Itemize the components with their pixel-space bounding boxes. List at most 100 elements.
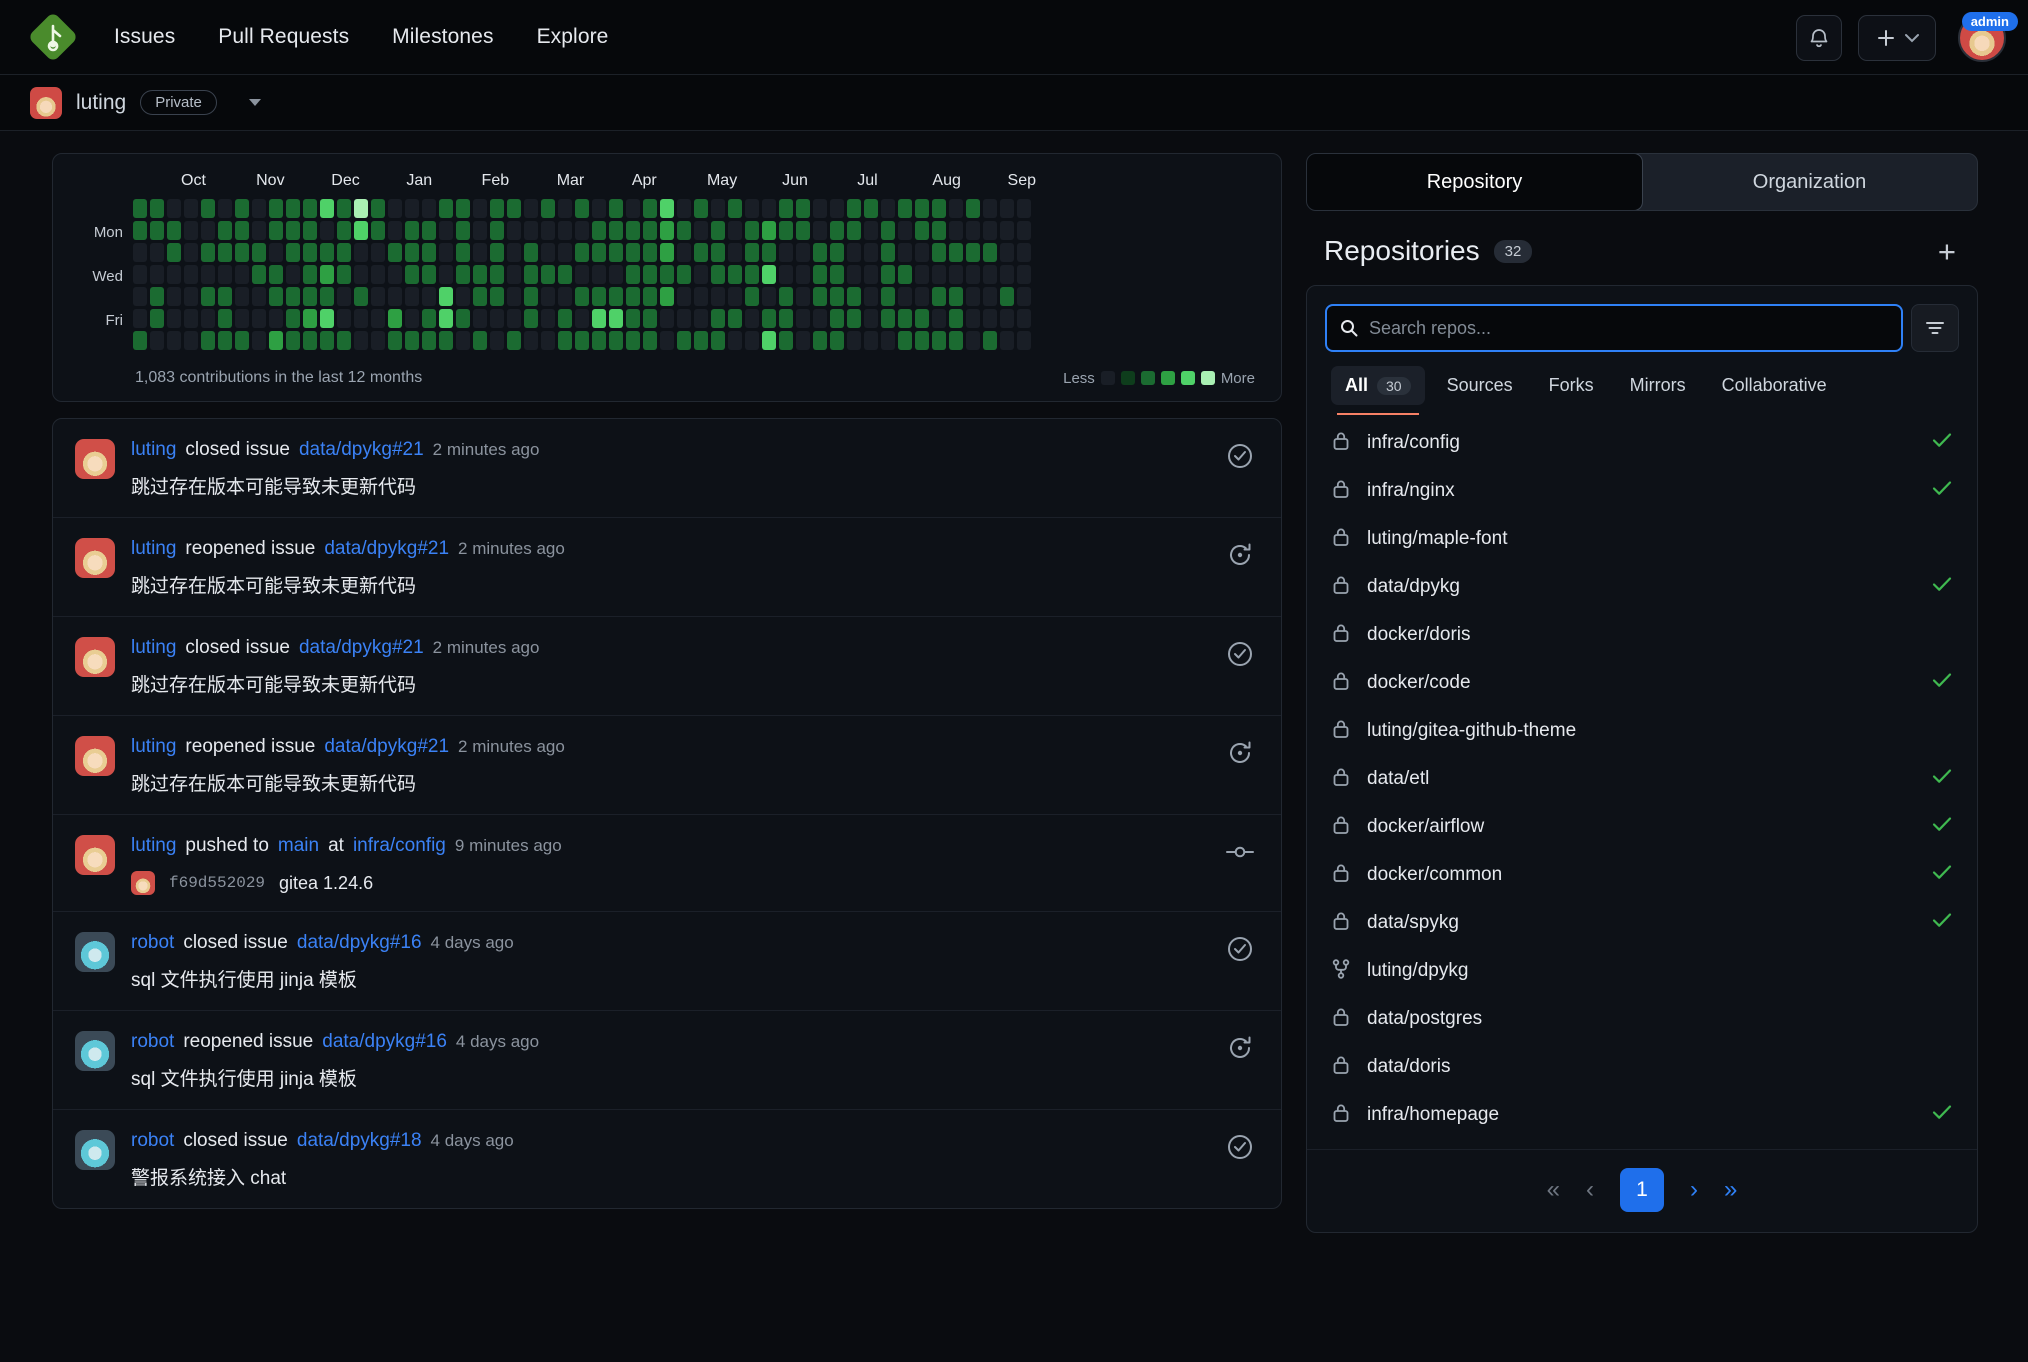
- heatmap-day-cell[interactable]: [1017, 243, 1031, 262]
- heatmap-day-cell[interactable]: [303, 265, 317, 284]
- heatmap-day-cell[interactable]: [473, 309, 487, 328]
- repo-filter-tab-mirrors[interactable]: Mirrors: [1616, 366, 1700, 405]
- heatmap-day-cell[interactable]: [609, 331, 623, 350]
- heatmap-day-cell[interactable]: [150, 221, 164, 240]
- heatmap-day-cell[interactable]: [762, 331, 776, 350]
- heatmap-day-cell[interactable]: [694, 265, 708, 284]
- heatmap-day-cell[interactable]: [269, 265, 283, 284]
- nav-link-milestones[interactable]: Milestones: [392, 25, 494, 48]
- heatmap-day-cell[interactable]: [898, 309, 912, 328]
- heatmap-day-cell[interactable]: [762, 309, 776, 328]
- heatmap-day-cell[interactable]: [966, 331, 980, 350]
- heatmap-day-cell[interactable]: [847, 199, 861, 218]
- heatmap-day-cell[interactable]: [575, 309, 589, 328]
- activity-branch-link[interactable]: main: [277, 835, 320, 856]
- heatmap-day-cell[interactable]: [643, 199, 657, 218]
- heatmap-day-cell[interactable]: [1000, 287, 1014, 306]
- heatmap-day-cell[interactable]: [813, 287, 827, 306]
- heatmap-day-cell[interactable]: [150, 331, 164, 350]
- heatmap-day-cell[interactable]: [167, 243, 181, 262]
- heatmap-day-cell[interactable]: [966, 243, 980, 262]
- heatmap-day-cell[interactable]: [524, 309, 538, 328]
- heatmap-day-cell[interactable]: [371, 199, 385, 218]
- heatmap-day-cell[interactable]: [864, 331, 878, 350]
- heatmap-day-cell[interactable]: [830, 199, 844, 218]
- heatmap-day-cell[interactable]: [660, 265, 674, 284]
- heatmap-day-cell[interactable]: [932, 199, 946, 218]
- heatmap-day-cell[interactable]: [609, 287, 623, 306]
- activity-user-link[interactable]: robot: [131, 1130, 175, 1151]
- heatmap-day-cell[interactable]: [388, 309, 402, 328]
- heatmap-day-cell[interactable]: [1000, 243, 1014, 262]
- repository-list-item[interactable]: docker/code: [1307, 659, 1977, 707]
- avatar[interactable]: [75, 439, 115, 479]
- heatmap-day-cell[interactable]: [490, 309, 504, 328]
- heatmap-day-cell[interactable]: [303, 221, 317, 240]
- heatmap-day-cell[interactable]: [524, 287, 538, 306]
- heatmap-day-cell[interactable]: [439, 331, 453, 350]
- heatmap-day-cell[interactable]: [218, 199, 232, 218]
- heatmap-day-cell[interactable]: [796, 331, 810, 350]
- heatmap-day-cell[interactable]: [915, 309, 929, 328]
- pagination-last[interactable]: »: [1724, 1176, 1738, 1203]
- heatmap-day-cell[interactable]: [473, 199, 487, 218]
- activity-issue-title[interactable]: 跳过存在版本可能导致未更新代码: [131, 576, 417, 597]
- repository-list-item[interactable]: docker/common: [1307, 851, 1977, 899]
- heatmap-day-cell[interactable]: [371, 331, 385, 350]
- heatmap-day-cell[interactable]: [286, 221, 300, 240]
- heatmap-day-cell[interactable]: [728, 199, 742, 218]
- heatmap-day-cell[interactable]: [558, 287, 572, 306]
- heatmap-day-cell[interactable]: [677, 265, 691, 284]
- heatmap-day-cell[interactable]: [694, 287, 708, 306]
- heatmap-day-cell[interactable]: [949, 309, 963, 328]
- heatmap-day-cell[interactable]: [813, 309, 827, 328]
- add-repository-button[interactable]: +: [1937, 233, 1956, 269]
- nav-link-issues[interactable]: Issues: [114, 25, 176, 48]
- heatmap-day-cell[interactable]: [320, 309, 334, 328]
- heatmap-day-cell[interactable]: [235, 287, 249, 306]
- repository-list-item[interactable]: data/spykg: [1307, 899, 1977, 947]
- heatmap-day-cell[interactable]: [507, 221, 521, 240]
- heatmap-day-cell[interactable]: [1000, 265, 1014, 284]
- heatmap-day-cell[interactable]: [541, 287, 555, 306]
- activity-user-link[interactable]: robot: [131, 1031, 175, 1052]
- heatmap-day-cell[interactable]: [218, 331, 232, 350]
- heatmap-day-cell[interactable]: [422, 221, 436, 240]
- chevron-down-icon[interactable]: [248, 99, 261, 106]
- activity-user-link[interactable]: luting: [131, 439, 177, 460]
- heatmap-day-cell[interactable]: [677, 331, 691, 350]
- heatmap-day-cell[interactable]: [150, 243, 164, 262]
- heatmap-day-cell[interactable]: [337, 287, 351, 306]
- heatmap-day-cell[interactable]: [269, 199, 283, 218]
- activity-issue-title[interactable]: 警报系统接入 chat: [131, 1168, 287, 1189]
- heatmap-day-cell[interactable]: [133, 221, 147, 240]
- heatmap-day-cell[interactable]: [915, 243, 929, 262]
- heatmap-day-cell[interactable]: [847, 287, 861, 306]
- heatmap-day-cell[interactable]: [405, 287, 419, 306]
- heatmap-day-cell[interactable]: [626, 265, 640, 284]
- heatmap-day-cell[interactable]: [184, 265, 198, 284]
- activity-user-link[interactable]: luting: [131, 736, 177, 757]
- heatmap-day-cell[interactable]: [252, 199, 266, 218]
- heatmap-day-cell[interactable]: [592, 265, 606, 284]
- avatar[interactable]: admin: [1958, 11, 2018, 62]
- heatmap-day-cell[interactable]: [932, 287, 946, 306]
- repository-list-item[interactable]: luting/gitea-github-theme: [1307, 707, 1977, 755]
- activity-issue-title[interactable]: sql 文件执行使用 jinja 模板: [131, 1069, 357, 1090]
- heatmap-day-cell[interactable]: [320, 287, 334, 306]
- heatmap-day-cell[interactable]: [1000, 309, 1014, 328]
- heatmap-day-cell[interactable]: [728, 309, 742, 328]
- heatmap-day-cell[interactable]: [201, 243, 215, 262]
- heatmap-day-cell[interactable]: [439, 199, 453, 218]
- heatmap-day-cell[interactable]: [796, 243, 810, 262]
- heatmap-day-cell[interactable]: [558, 309, 572, 328]
- search-box[interactable]: [1325, 304, 1903, 352]
- heatmap-day-cell[interactable]: [847, 331, 861, 350]
- heatmap-day-cell[interactable]: [456, 331, 470, 350]
- search-input[interactable]: [1369, 317, 1889, 339]
- heatmap-day-cell[interactable]: [677, 199, 691, 218]
- heatmap-day-cell[interactable]: [1017, 265, 1031, 284]
- repository-list-item[interactable]: data/doris: [1307, 1043, 1977, 1091]
- heatmap-day-cell[interactable]: [677, 287, 691, 306]
- activity-target-link[interactable]: data/dpykg#16: [322, 1031, 447, 1052]
